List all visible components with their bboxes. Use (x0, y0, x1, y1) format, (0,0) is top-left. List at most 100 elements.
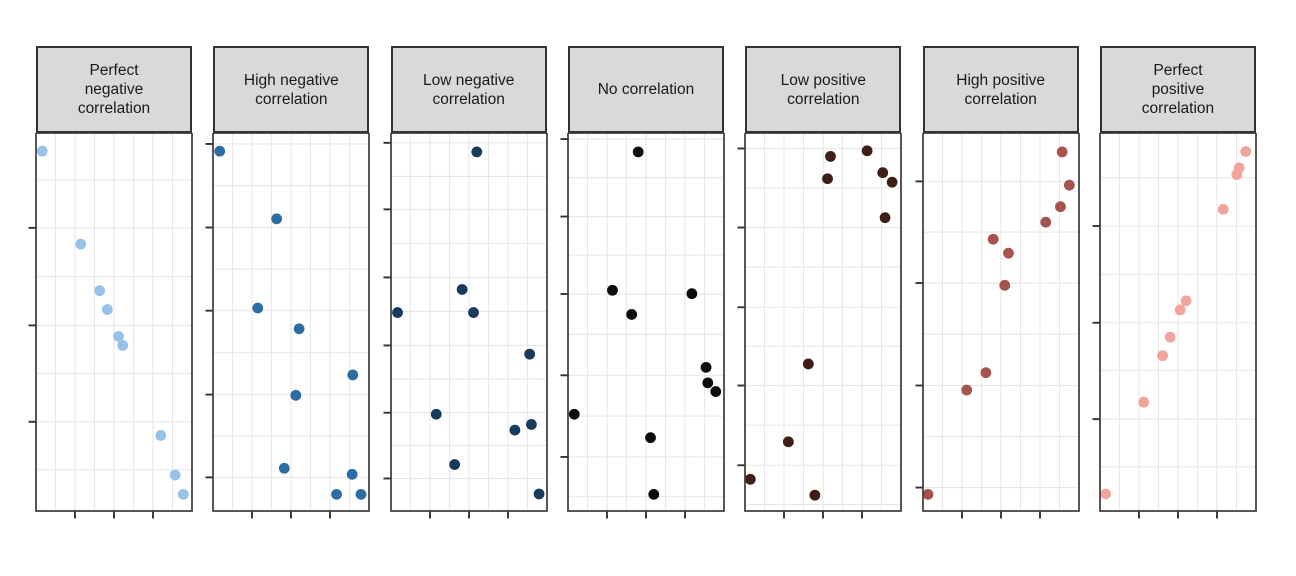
data-point (523, 348, 535, 360)
scatter-plot (1092, 133, 1257, 519)
data-point (294, 323, 305, 335)
strip-label-line: correlation (787, 90, 860, 108)
scatter-plot (205, 133, 371, 519)
panel-border (1099, 133, 1257, 512)
data-point (980, 367, 991, 379)
data-point (1180, 295, 1192, 307)
data-point (391, 307, 403, 318)
strip-label-line: High positive (956, 71, 1046, 89)
scatter-plot (915, 133, 1080, 519)
data-point (987, 233, 999, 245)
strip-label-line: High negative (243, 71, 339, 89)
panel-border (921, 133, 1080, 512)
facet-strip-label: High negative correlation (213, 46, 370, 133)
scatter-plot (28, 133, 193, 519)
data-point (645, 432, 656, 444)
data-point (448, 459, 460, 470)
strip-label-line: negative (84, 81, 144, 98)
strip-label-line: correlation (77, 100, 151, 117)
strip-label-line: correlation (1141, 100, 1215, 117)
data-point (1164, 331, 1176, 343)
axis-ticks (205, 143, 332, 519)
data-points (36, 145, 189, 500)
data-point (525, 419, 537, 430)
axis-ticks (560, 138, 686, 519)
panel-border (35, 133, 193, 512)
gridlines (922, 133, 1079, 511)
data-point (825, 151, 837, 162)
data-point (252, 302, 264, 314)
data-point (94, 285, 106, 297)
data-point (279, 462, 291, 474)
strip-label-line: positive (1151, 81, 1205, 98)
data-point (1100, 488, 1111, 500)
data-point (887, 176, 898, 188)
strip-label-line: correlation (432, 90, 505, 108)
data-point (101, 304, 113, 315)
data-point (1054, 201, 1066, 213)
data-point (822, 173, 834, 185)
data-point (36, 145, 48, 157)
data-point (155, 430, 167, 441)
axis-ticks (737, 147, 864, 519)
strip-label-line: Low positive (780, 71, 866, 89)
data-point (271, 213, 283, 225)
data-point (214, 145, 226, 157)
data-point (862, 145, 873, 157)
strip-label-line: Perfect (1153, 62, 1203, 79)
axis-ticks (915, 180, 1041, 519)
scatter-plot (737, 133, 903, 519)
data-point (169, 469, 181, 481)
panel-border (389, 133, 548, 512)
data-point (467, 307, 479, 318)
data-point (331, 488, 343, 500)
data-point (803, 358, 815, 370)
strip-label-line: Low negative (422, 71, 515, 89)
data-points (391, 146, 545, 500)
data-point (533, 488, 545, 500)
data-point (783, 436, 795, 448)
strip-label-line: correlation (964, 90, 1037, 108)
data-point (710, 386, 722, 397)
data-point (117, 340, 129, 351)
data-point (290, 389, 302, 401)
gridlines (567, 133, 724, 511)
data-point (1240, 146, 1252, 157)
data-point (626, 309, 638, 320)
data-point (1040, 216, 1051, 228)
facet-strip-label: No correlation (567, 46, 724, 133)
strip-label-line: Perfect (89, 62, 139, 79)
gridlines (390, 133, 547, 511)
data-point (1174, 304, 1186, 316)
data-point (686, 288, 698, 300)
scatter-plot (560, 133, 725, 519)
data-point (456, 284, 468, 295)
data-point (998, 279, 1010, 291)
data-point (1233, 162, 1245, 174)
data-point (509, 424, 520, 436)
data-point (1002, 247, 1014, 259)
axis-ticks (28, 226, 154, 519)
data-point (632, 146, 644, 158)
data-point (745, 473, 757, 485)
data-point (355, 488, 367, 500)
facet-strip-label: Low negative correlation (390, 46, 547, 133)
data-point (1138, 396, 1150, 408)
panel-border (212, 133, 371, 512)
panel-border (567, 133, 725, 512)
data-points (568, 146, 722, 500)
axis-ticks (383, 141, 509, 519)
data-points (922, 146, 1075, 500)
axis-ticks (1092, 225, 1218, 519)
data-point (960, 384, 972, 396)
data-point (1056, 146, 1068, 158)
data-point (177, 488, 189, 500)
facet-strip-label: Low positive correlation (745, 46, 902, 133)
facet-strip-label: High positive correlation (922, 46, 1079, 133)
data-point (1217, 203, 1229, 215)
facet-strip-label: Perfect positive correlation (1099, 46, 1256, 133)
data-point (471, 146, 482, 158)
data-point (430, 408, 442, 420)
data-point (1157, 350, 1168, 362)
